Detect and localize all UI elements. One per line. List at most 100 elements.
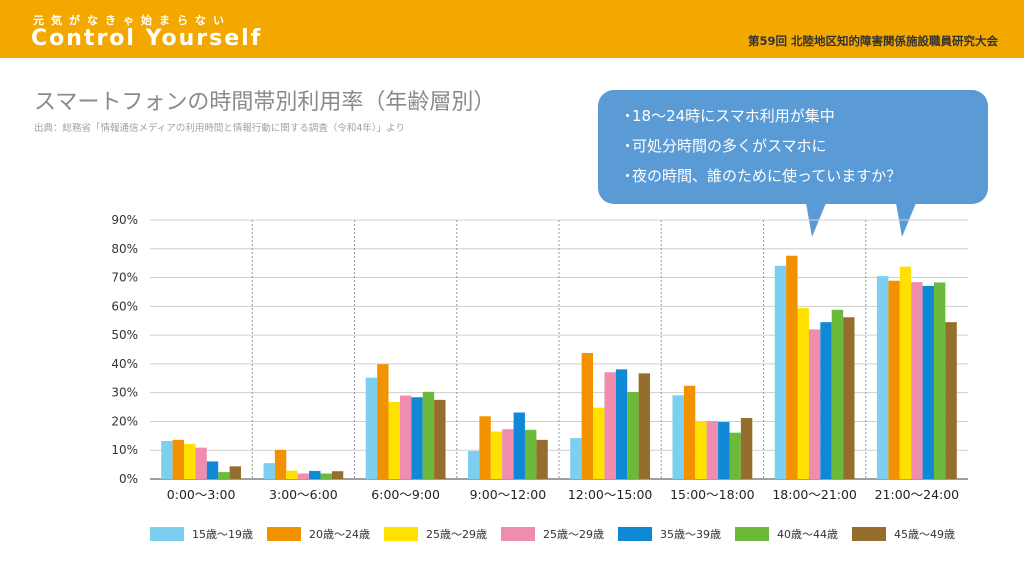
callout-point-text: 可処分時間の多くがスマホに [632,137,827,155]
bar [388,401,400,479]
callout-point: ・18～24時にスマホ利用が集中 [620,104,988,134]
x-tick-label: 18:00～21:00 [772,487,857,502]
x-tick-label: 6:00～9:00 [371,487,440,502]
bar [263,463,275,479]
x-tick-label: 21:00～24:00 [875,487,960,502]
legend-label: 25歳～29歳 [543,528,604,541]
bar [195,447,207,479]
y-tick-label: 70% [111,271,138,285]
legend-label: 45歳～49歳 [894,528,955,541]
legend-item: 35歳～39歳 [618,524,721,544]
callout-bubble: ・18～24時にスマホ利用が集中 ・可処分時間の多くがスマホに ・夜の時間、誰の… [598,90,988,204]
bar [876,276,889,479]
y-tick-label: 90% [111,213,138,227]
bar [331,471,344,479]
bar [536,439,548,479]
y-tick-label: 20% [111,414,138,428]
x-tick-label: 9:00～12:00 [470,487,547,502]
y-tick-label: 40% [111,357,138,371]
y-tick-label: 80% [111,242,138,256]
bullet-dot: ・ [620,167,636,185]
bar [627,392,639,479]
bar [286,470,298,479]
bullet-dot: ・ [620,107,636,125]
bar [218,472,230,479]
legend-swatch [501,527,535,541]
bar [513,412,525,479]
legend-swatch [150,527,184,541]
bar [479,416,491,479]
x-tick-label: 12:00～15:00 [568,487,653,502]
bar [377,364,389,479]
bar [502,429,514,479]
callout-point-text: 18～24時にスマホ利用が集中 [632,107,835,125]
bar [593,407,605,479]
bar [229,466,242,479]
bar [638,373,651,479]
legend-label: 40歳～44歳 [777,528,838,541]
y-tick-label: 30% [111,386,138,400]
callout-point-text: 夜の時間、誰のために使っていますか？ [632,167,902,185]
legend-label: 25歳～29歳 [426,528,487,541]
bar [206,461,219,479]
x-tick-label: 3:00～6:00 [269,487,338,502]
bar [729,432,741,479]
y-tick-label: 60% [111,299,138,313]
bar [820,322,832,479]
legend-item: 40歳～44歳 [735,524,838,544]
legend-label: 20歳～24歳 [309,528,370,541]
bar [274,449,287,479]
legend-item: 15歳～19歳 [150,524,253,544]
legend-item: 25歳～29歳 [384,524,487,544]
bullet-dot: ・ [620,137,636,155]
bar [570,438,582,479]
bar [161,441,173,479]
bar [399,395,412,479]
bar [899,266,912,479]
event-name: 第59回 北陸地区知的障害関係施設職員研究大会 [747,34,998,48]
source-citation: 出典：総務省「情報通信メディアの利用時間と情報行動に関する調査（令和4年）」より [34,123,405,134]
legend-label: 35歳～39歳 [660,528,721,541]
callout-point: ・可処分時間の多くがスマホに [620,134,988,164]
x-tick-label: 0:00～3:00 [167,487,236,502]
chart-legend: 15歳～19歳 20歳～24歳 25歳～29歳 25歳～29歳 35歳～39歳 40歳～4… [150,524,970,544]
legend-label: 15歳～19歳 [192,528,253,541]
bar [774,265,787,479]
legend-swatch [735,527,769,541]
bar [922,285,934,479]
bar [888,280,900,479]
legend-swatch [267,527,301,541]
y-tick-label: 0% [119,472,138,486]
bar [831,309,844,479]
bar [740,417,753,479]
bar [184,443,196,479]
bar [581,352,594,479]
bar [490,431,503,479]
bar [172,439,185,479]
bar [604,372,616,479]
y-tick-label: 10% [111,443,138,457]
bar [615,369,628,479]
legend-swatch [618,527,652,541]
callout-point: ・夜の時間、誰のために使っていますか？ [620,164,988,194]
bar [695,421,707,479]
header-brand: Control Yourself [31,26,263,51]
y-tick-label: 50% [111,328,138,342]
legend-item: 45歳～49歳 [852,524,955,544]
legend-swatch [384,527,418,541]
bar [320,473,332,479]
slide-title: スマートフォンの時間帯別利用率（年齢層別） [34,90,496,115]
bar [467,451,480,479]
bar [297,473,310,479]
bar [524,429,537,479]
header-bar: 元気がなきゃ始まらない Control Yourself 第59回 北陸地区知的… [0,0,1024,58]
header-tagline: 元気がなきゃ始まらない [33,14,231,27]
legend-swatch [852,527,886,541]
bar [808,329,821,479]
bar [911,282,923,479]
bar [309,470,321,479]
bar [933,282,946,479]
bar [945,322,957,479]
legend-item: 20歳～24歳 [267,524,370,544]
bar [365,377,378,479]
